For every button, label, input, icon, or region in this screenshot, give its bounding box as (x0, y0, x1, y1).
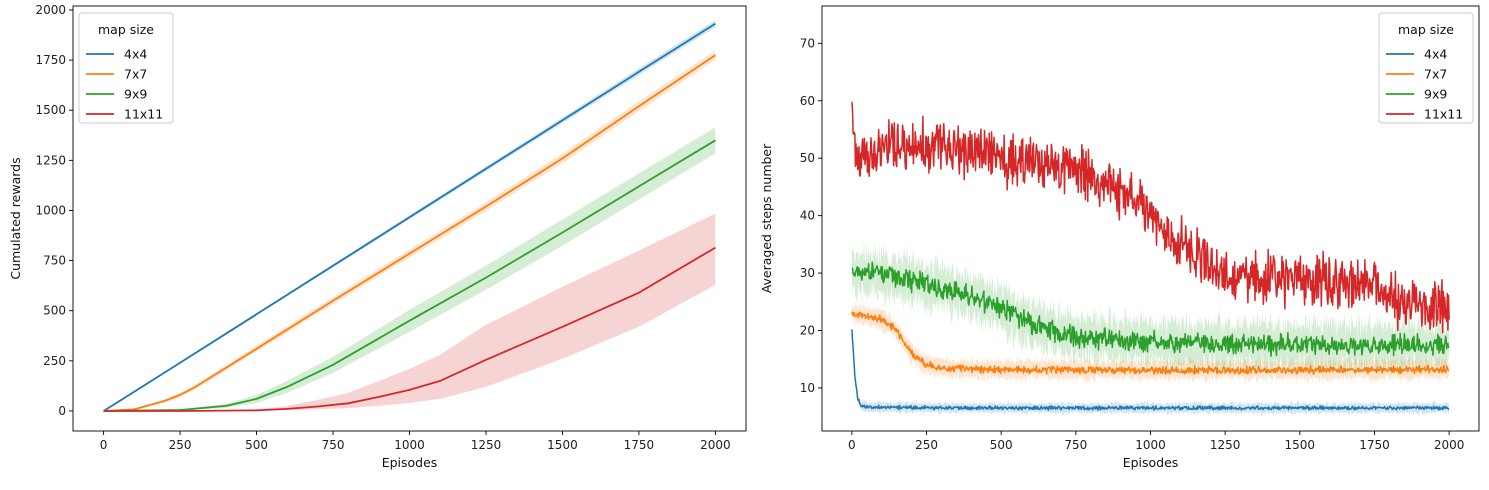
x-tick-label: 750 (1064, 438, 1087, 452)
x-tick-label: 250 (915, 438, 938, 452)
y-tick-label: 60 (800, 94, 815, 108)
y-tick-label: 250 (43, 354, 66, 368)
legend-title: map size (98, 22, 154, 37)
series-line-4x4 (103, 22, 716, 412)
y-tick-label: 30 (800, 266, 815, 280)
x-tick-label: 500 (245, 438, 268, 452)
confidence-band-7x7 (103, 50, 716, 411)
x-axis-label: Episodes (1123, 455, 1179, 470)
x-tick-label: 1500 (547, 438, 578, 452)
legend: map size 4x4 7x7 9x9 11x11 (78, 12, 174, 124)
x-tick-label: 2000 (700, 438, 731, 452)
legend: map size 4x4 7x7 9x9 11x11 (1378, 12, 1474, 124)
y-tick-label: 0 (58, 404, 66, 418)
legend-box (1378, 12, 1474, 124)
right-chart-panel: 0 250 500 750 1000 1250 1500 1750 2000 10 20 30 40 50… (759, 5, 1480, 470)
series-line-9x9 (103, 139, 716, 412)
series-line-9x9 (851, 261, 1450, 357)
x-tick-label: 1500 (1285, 438, 1316, 452)
left-chart-panel: 0 250 500 750 1000 1250 1500 1750 2000 0 250 500 750… (8, 3, 747, 470)
y-tick-label: 1250 (35, 153, 66, 167)
x-tick-label: 1750 (624, 438, 655, 452)
legend-label-4x4: 4x4 (124, 47, 147, 62)
plot-area (103, 20, 716, 412)
y-tick-label: 50 (800, 151, 815, 165)
plot-area (851, 101, 1450, 416)
legend-label-7x7: 7x7 (1424, 67, 1447, 82)
x-tick-label: 500 (990, 438, 1013, 452)
x-tick-label: 1000 (394, 438, 425, 452)
confidence-band-7x7 (851, 300, 1450, 385)
x-tick-label: 2000 (1434, 438, 1465, 452)
y-tick-label: 1500 (35, 103, 66, 117)
series-line-4x4 (851, 329, 1450, 411)
y-axis-label: Cumulated rewards (8, 157, 23, 279)
series-line-7x7 (103, 54, 716, 412)
y-tick-label: 2000 (35, 3, 66, 17)
x-tick-label: 1750 (1359, 438, 1390, 452)
y-tick-label: 10 (800, 381, 815, 395)
series-line-7x7 (851, 311, 1450, 376)
legend-box (78, 12, 174, 124)
confidence-band-9x9 (851, 238, 1450, 379)
x-tick-label: 1250 (471, 438, 502, 452)
legend-label-9x9: 9x9 (124, 87, 147, 102)
x-axis-label: Episodes (382, 455, 438, 470)
y-tick-label: 1000 (35, 203, 66, 217)
y-tick-label: 20 (800, 323, 815, 337)
y-tick-label: 750 (43, 254, 66, 268)
legend-label-4x4: 4x4 (1424, 47, 1447, 62)
legend-label-11x11: 11x11 (124, 107, 163, 122)
y-axis-label: Averaged steps number (759, 143, 774, 293)
series-line-11x11 (851, 101, 1450, 334)
legend-label-9x9: 9x9 (1424, 87, 1447, 102)
y-tick-label: 500 (43, 304, 66, 318)
legend-title: map size (1398, 22, 1454, 37)
legend-label-11x11: 11x11 (1424, 107, 1463, 122)
y-tick-label: 40 (800, 209, 815, 223)
x-tick-label: 1000 (1135, 438, 1166, 452)
x-tick-label: 1250 (1210, 438, 1241, 452)
x-tick-label: 0 (848, 438, 856, 452)
series-line-11x11 (103, 246, 716, 412)
x-tick-label: 0 (100, 438, 108, 452)
x-tick-label: 250 (169, 438, 192, 452)
y-tick-label: 70 (800, 36, 815, 50)
x-tick-label: 750 (322, 438, 345, 452)
legend-label-7x7: 7x7 (124, 67, 147, 82)
y-tick-label: 1750 (35, 53, 66, 67)
